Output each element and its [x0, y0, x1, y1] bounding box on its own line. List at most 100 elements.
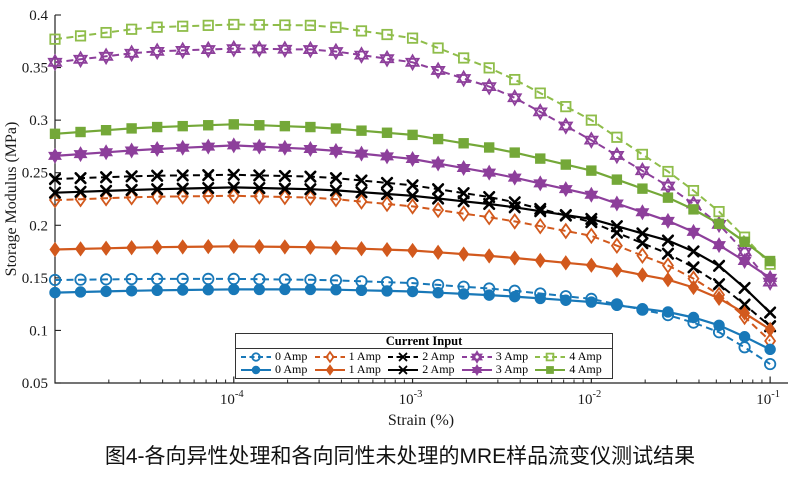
x-tick-label: 10-4: [220, 389, 244, 408]
hexagram-marker: [558, 181, 573, 198]
hexagram-marker: [277, 139, 292, 156]
x-marker: [432, 192, 445, 205]
x-marker: [764, 306, 777, 319]
x-tick-label: 10-1: [756, 389, 780, 408]
circle-marker: [738, 331, 751, 343]
diamond-marker: [202, 187, 215, 205]
x-marker: [661, 234, 675, 247]
square-marker: [228, 18, 240, 31]
x-marker: [99, 184, 113, 197]
hexagram-marker: [379, 49, 395, 68]
x-marker: [74, 185, 87, 198]
hexagram-marker: [405, 151, 420, 168]
diamond-marker: [304, 189, 317, 206]
hexagram-marker: [380, 148, 394, 165]
hexagram-marker: [226, 137, 241, 154]
legend-sample-circle-solid: [241, 365, 271, 374]
hexagram-marker: [251, 40, 267, 58]
diamond-marker: [227, 187, 240, 205]
circle-marker: [176, 272, 189, 286]
x-tick-label: 10-3: [399, 389, 423, 408]
legend-sample-hexagram-solid: [461, 363, 492, 376]
circle-marker: [585, 296, 598, 308]
legend-entry-label: 3 Amp: [495, 349, 529, 363]
legend-sample-circle-dashed: [241, 351, 271, 362]
hexagram-marker: [149, 42, 165, 61]
diamond-marker: [253, 238, 265, 255]
x-marker: [227, 181, 240, 194]
square-marker: [764, 255, 776, 267]
diamond-marker: [764, 321, 776, 338]
square-marker: [304, 19, 317, 31]
hexagram-marker: [98, 47, 114, 66]
series-2-amp-solid: [48, 181, 777, 319]
diamond-marker: [253, 188, 266, 205]
circle-marker: [253, 283, 266, 296]
square-marker: [202, 19, 214, 31]
legend-entry: 3 Amp: [461, 349, 535, 364]
legend-entry-label: 4 Amp: [569, 349, 602, 363]
x-marker: [278, 182, 291, 195]
hexagram-marker: [303, 140, 318, 157]
diamond-marker: [534, 252, 546, 269]
x-marker: [380, 176, 394, 190]
hexagram-marker: [329, 142, 343, 159]
square-marker: [406, 32, 419, 44]
hexagram-marker: [328, 42, 344, 61]
circle-marker: [151, 284, 163, 297]
x-marker: [406, 189, 419, 202]
y-axis-label: Storage Modulus (MPa): [3, 122, 20, 277]
hexagram-marker: [532, 103, 548, 121]
x-marker: [738, 281, 751, 295]
square-marker: [546, 352, 555, 361]
axis-spines: [54, 15, 788, 384]
legend-entry-label: 3 Amp: [495, 362, 529, 376]
rheometer-chart: 0.05 0.1 0.15 0.2 0.25 0.3 0.35 0.4 10-4 10-3 10-2…: [3, 8, 788, 429]
diamond-marker: [483, 248, 495, 264]
diamond-marker: [559, 222, 572, 240]
hexagram-marker: [430, 61, 446, 80]
circle-marker: [251, 351, 261, 362]
diamond-marker: [304, 239, 316, 255]
diamond-marker: [458, 246, 470, 262]
square-marker: [75, 126, 86, 138]
square-marker: [126, 123, 137, 134]
square-marker: [585, 114, 597, 126]
series-4-amp-solid: [49, 119, 776, 267]
x-axis-label: Strain (%): [388, 412, 454, 429]
square-marker: [177, 120, 188, 132]
diamond-marker: [330, 240, 342, 256]
square-marker: [203, 120, 214, 131]
square-marker: [74, 30, 87, 42]
hexagram-marker: [481, 77, 497, 96]
square-marker: [254, 120, 265, 131]
diamond-marker: [202, 238, 214, 255]
square-marker: [381, 28, 393, 41]
circle-marker: [251, 365, 261, 374]
circle-marker: [228, 283, 240, 296]
hexagram-marker: [635, 204, 650, 221]
circle-marker: [177, 284, 189, 296]
x-marker: [534, 205, 547, 218]
diamond-marker: [508, 213, 521, 230]
hexagram-marker: [558, 117, 574, 135]
diamond-marker: [713, 290, 725, 306]
hexagram-marker: [200, 40, 216, 59]
hexagram-marker: [124, 142, 139, 159]
square-marker: [662, 165, 674, 178]
hexagram-marker: [482, 164, 497, 181]
series-1-amp-dashed: [48, 187, 777, 350]
x-marker: [559, 208, 572, 222]
hexagram-marker: [661, 212, 675, 229]
square-marker: [279, 120, 291, 132]
legend-entry-label: 1 Amp: [348, 349, 381, 363]
circle-marker: [74, 286, 87, 298]
hexagram-marker: [201, 138, 216, 155]
hexagram-marker: [175, 139, 190, 156]
circle-marker: [738, 341, 751, 354]
x-marker: [712, 259, 726, 272]
hexagram-marker: [583, 131, 599, 149]
x-marker: [253, 181, 266, 195]
x-marker: [687, 261, 700, 274]
